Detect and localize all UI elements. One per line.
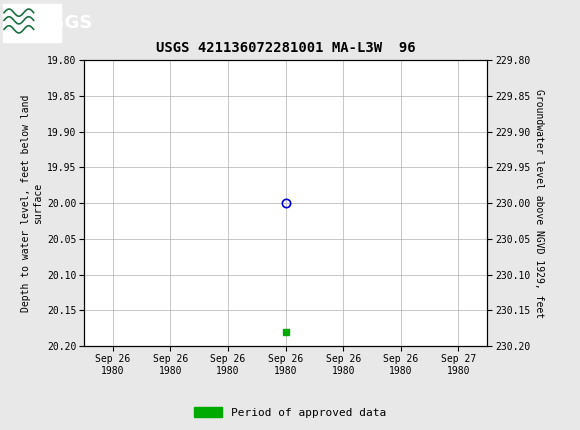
Y-axis label: Groundwater level above NGVD 1929, feet: Groundwater level above NGVD 1929, feet xyxy=(534,89,544,318)
Y-axis label: Depth to water level, feet below land
surface: Depth to water level, feet below land su… xyxy=(21,95,43,312)
FancyBboxPatch shape xyxy=(3,3,61,42)
Title: USGS 421136072281001 MA-L3W  96: USGS 421136072281001 MA-L3W 96 xyxy=(156,41,415,55)
Text: USGS: USGS xyxy=(38,14,93,31)
Legend: Period of approved data: Period of approved data xyxy=(190,403,390,422)
